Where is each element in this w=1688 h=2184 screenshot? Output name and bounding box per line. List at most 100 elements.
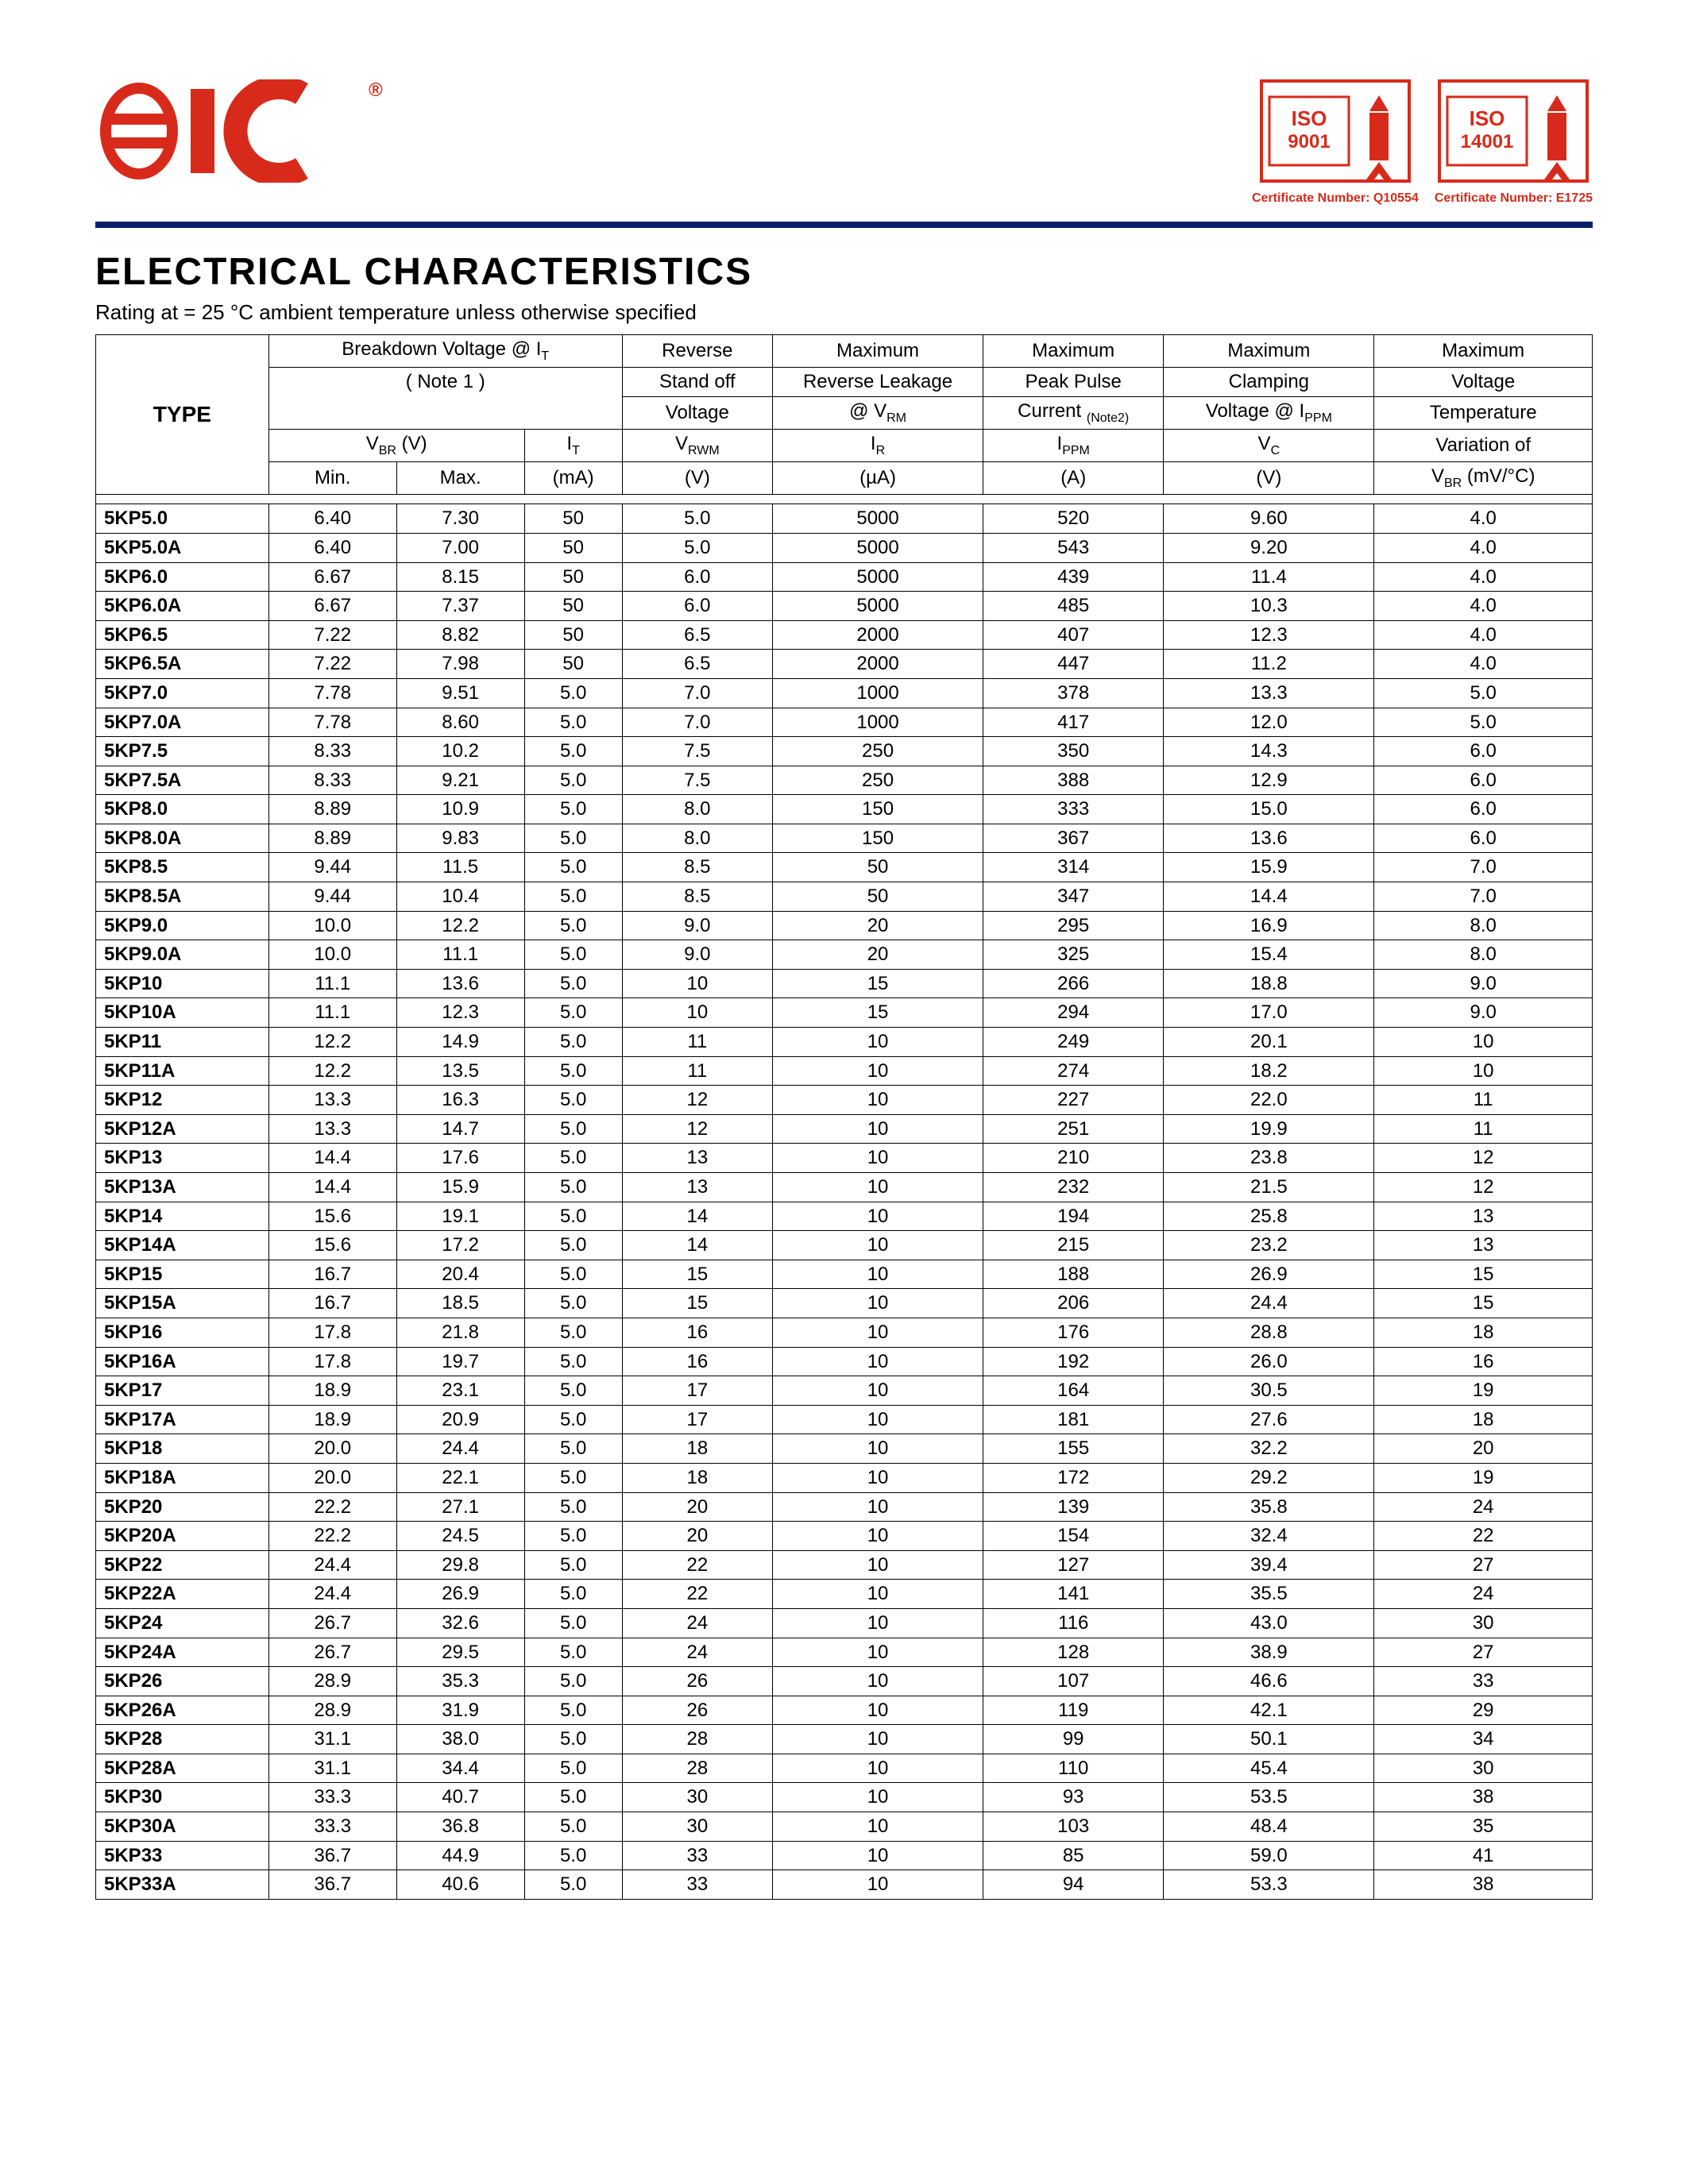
cell-value: 16.7 xyxy=(268,1260,396,1289)
cell-value: 5.0 xyxy=(524,882,622,912)
table-row: 5KP17A18.920.95.0171018127.618 xyxy=(96,1405,1593,1434)
cell-value: 43.0 xyxy=(1164,1608,1374,1638)
table-row: 5KP28A31.134.45.0281011045.430 xyxy=(96,1754,1593,1783)
col-header: VBR (mV/°C) xyxy=(1374,462,1593,495)
cell-value: 38 xyxy=(1374,1870,1593,1900)
cell-value: 10 xyxy=(773,1289,983,1318)
cell-value: 6.67 xyxy=(268,592,396,621)
cell-value: 8.15 xyxy=(396,562,524,592)
col-header-temp: Maximum xyxy=(1374,335,1593,368)
certification-badges: ISO9001Certificate Number: Q10554ISO1400… xyxy=(1252,79,1593,206)
cell-type: 5KP28A xyxy=(96,1754,269,1783)
cell-value: 5.0 xyxy=(524,1783,622,1812)
cell-value: 20 xyxy=(622,1492,772,1522)
cell-value: 10 xyxy=(773,1754,983,1783)
cell-value: 33.3 xyxy=(268,1812,396,1842)
cell-value: 28.9 xyxy=(268,1667,396,1696)
cell-type: 5KP33A xyxy=(96,1870,269,1900)
cell-value: 8.33 xyxy=(268,766,396,795)
cell-value: 13.3 xyxy=(268,1114,396,1144)
cell-value: 18.2 xyxy=(1164,1056,1374,1086)
cell-value: 13.6 xyxy=(396,969,524,998)
cell-value: 9.21 xyxy=(396,766,524,795)
cell-value: 12.3 xyxy=(1164,620,1374,650)
cell-type: 5KP24A xyxy=(96,1638,269,1667)
cell-value: 5000 xyxy=(773,562,983,592)
cell-value: 27 xyxy=(1374,1638,1593,1667)
cell-value: 10 xyxy=(773,1028,983,1057)
col-header-vc: Maximum xyxy=(1164,335,1374,368)
cell-value: 17.8 xyxy=(268,1347,396,1376)
cell-value: 407 xyxy=(983,620,1164,650)
cell-value: 10 xyxy=(773,1492,983,1522)
cell-value: 5.0 xyxy=(622,504,772,534)
col-header: Voltage xyxy=(1374,368,1593,397)
table-row: 5KP2831.138.05.028109950.134 xyxy=(96,1725,1593,1754)
cell-value: 26.7 xyxy=(268,1608,396,1638)
cell-value: 18 xyxy=(1374,1318,1593,1347)
cell-type: 5KP30A xyxy=(96,1812,269,1842)
cell-value: 15.4 xyxy=(1164,940,1374,970)
cell-value: 6.67 xyxy=(268,562,396,592)
cell-value: 33 xyxy=(622,1841,772,1870)
cell-value: 32.4 xyxy=(1164,1522,1374,1551)
table-row: 5KP8.5A9.4410.45.08.55034714.47.0 xyxy=(96,882,1593,912)
cell-value: 250 xyxy=(773,766,983,795)
cell-value: 520 xyxy=(983,504,1164,534)
cell-value: 10.4 xyxy=(396,882,524,912)
cell-value: 150 xyxy=(773,795,983,824)
cell-value: 12 xyxy=(1374,1173,1593,1202)
cell-value: 5.0 xyxy=(524,766,622,795)
cell-value: 10 xyxy=(773,1841,983,1870)
cell-value: 26.9 xyxy=(1164,1260,1374,1289)
col-header: Reverse Leakage xyxy=(773,368,983,397)
cell-value: 5.0 xyxy=(524,1463,622,1492)
cell-type: 5KP8.0 xyxy=(96,795,269,824)
cell-value: 19.1 xyxy=(396,1202,524,1231)
cell-type: 5KP11A xyxy=(96,1056,269,1086)
cell-value: 24.4 xyxy=(268,1580,396,1609)
cell-value: 7.98 xyxy=(396,650,524,679)
brand-logo: ® xyxy=(95,79,383,183)
cell-value: 485 xyxy=(983,592,1164,621)
cell-value: 5.0 xyxy=(524,969,622,998)
cell-value: 6.40 xyxy=(268,533,396,562)
cell-value: 5.0 xyxy=(524,1086,622,1115)
cell-value: 215 xyxy=(983,1231,1164,1260)
cell-value: 5.0 xyxy=(524,1492,622,1522)
table-row: 5KP16A17.819.75.0161019226.016 xyxy=(96,1347,1593,1376)
cell-value: 417 xyxy=(983,708,1164,737)
cell-value: 48.4 xyxy=(1164,1812,1374,1842)
cell-value: 8.89 xyxy=(268,824,396,853)
cell-value: 9.44 xyxy=(268,853,396,882)
cell-value: 15.6 xyxy=(268,1202,396,1231)
cell-value: 5.0 xyxy=(524,1260,622,1289)
cell-value: 15.6 xyxy=(268,1231,396,1260)
cell-type: 5KP13 xyxy=(96,1144,269,1173)
cell-type: 5KP8.5 xyxy=(96,853,269,882)
cell-value: 34 xyxy=(1374,1725,1593,1754)
cell-value: 50 xyxy=(524,562,622,592)
cell-value: 127 xyxy=(983,1550,1164,1580)
cell-value: 4.0 xyxy=(1374,592,1593,621)
cell-value: 325 xyxy=(983,940,1164,970)
cell-value: 22 xyxy=(622,1550,772,1580)
col-header: Clamping xyxy=(1164,368,1374,397)
cell-value: 11.2 xyxy=(1164,650,1374,679)
table-row: 5KP33A36.740.65.033109453.338 xyxy=(96,1870,1593,1900)
cell-value: 85 xyxy=(983,1841,1164,1870)
cell-value: 10 xyxy=(622,969,772,998)
cell-value: 35.8 xyxy=(1164,1492,1374,1522)
cell-value: 28 xyxy=(622,1754,772,1783)
table-header: TYPEBreakdown Voltage @ ITReverseMaximum… xyxy=(96,335,1593,495)
cell-value: 32.6 xyxy=(396,1608,524,1638)
cell-value: 10 xyxy=(773,1667,983,1696)
cell-value: 5.0 xyxy=(524,1318,622,1347)
cell-type: 5KP5.0A xyxy=(96,533,269,562)
cell-value: 6.5 xyxy=(622,650,772,679)
cell-value: 350 xyxy=(983,737,1164,766)
cell-value: 38.9 xyxy=(1164,1638,1374,1667)
cell-value: 8.33 xyxy=(268,737,396,766)
cell-value: 11.4 xyxy=(1164,562,1374,592)
cell-value: 249 xyxy=(983,1028,1164,1057)
